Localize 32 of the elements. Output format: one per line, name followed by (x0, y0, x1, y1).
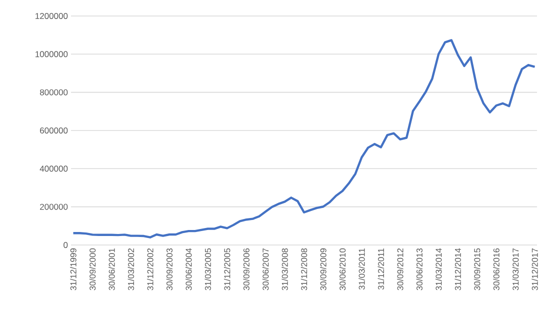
x-tick-label: 31/12/2005 (224, 248, 230, 290)
x-tick-label: 30/06/2010 (339, 248, 346, 290)
x-tick-label: 31/12/2014 (454, 248, 461, 290)
x-tick-label: 30/06/2004 (186, 248, 192, 290)
x-tick-label: 30/06/2007 (262, 248, 269, 290)
x-tick-label: 30/09/2000 (89, 248, 96, 290)
x-tick-label: 31/03/2017 (512, 248, 519, 290)
x-tick-label: 31/03/2014 (435, 248, 442, 290)
x-tick-label: 31/12/2008 (300, 248, 308, 290)
x-tick-label: 30/09/2003 (166, 248, 173, 290)
y-tick-label: 1200000 (36, 12, 68, 19)
y-tick-label: 0 (64, 242, 68, 248)
x-tick-label: 31/12/2011 (378, 248, 384, 290)
y-tick-label: 800000 (40, 89, 68, 96)
x-tick-label: 30/09/2012 (397, 248, 404, 290)
x-tick-label: 30/06/2013 (416, 248, 422, 290)
x-tick-label: 31/12/2017 (532, 248, 538, 290)
x-tick-label: 30/06/2016 (493, 248, 500, 290)
y-tick-label: 600000 (40, 127, 68, 134)
x-tick-label: 31/03/2002 (128, 248, 134, 290)
x-tick-label: 31/03/2011 (358, 248, 365, 290)
x-tick-label: 30/09/2006 (243, 248, 250, 290)
y-tick-label: 200000 (40, 204, 68, 210)
x-tick-label: 31/12/1999 (70, 248, 76, 290)
x-tick-label: 30/09/2009 (320, 248, 326, 290)
x-tick-label: 31/03/2008 (282, 248, 288, 290)
y-tick-label: 1000000 (36, 51, 68, 58)
x-tick-label: 30/09/2015 (474, 248, 480, 290)
x-tick-label: 31/03/2005 (204, 248, 211, 290)
x-tick-label: 31/12/2002 (147, 248, 154, 290)
y-tick-label: 400000 (40, 166, 68, 172)
x-tick-label: 30/06/2001 (108, 248, 115, 290)
